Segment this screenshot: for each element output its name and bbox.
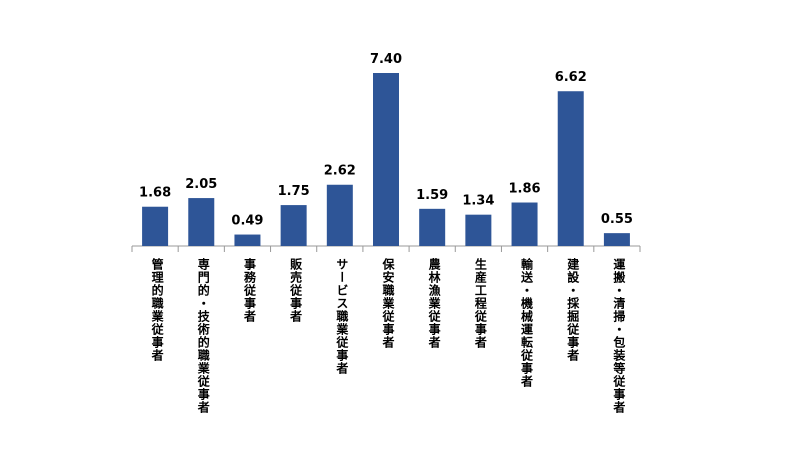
data-label: 1.68 (139, 186, 171, 201)
x-tick-label: 生産工程従事者 (473, 257, 487, 349)
data-label: 1.34 (462, 194, 494, 209)
x-tick-label: 専門的・技術的職業従事者 (196, 257, 210, 414)
data-label: 7.40 (370, 52, 402, 67)
bar (465, 214, 492, 246)
x-tick-label: 運搬・清掃・包装等従事者 (612, 258, 626, 414)
x-tick-label: 建設・採掘従事者 (566, 257, 580, 362)
x-tick-label: 販売従事者 (289, 257, 303, 323)
bar (557, 91, 584, 246)
bar (419, 208, 446, 246)
x-tick-label: 輸送・機械運転従事者 (520, 257, 534, 388)
bar (326, 184, 353, 246)
data-label: 2.05 (185, 177, 217, 192)
data-label: 2.62 (324, 164, 356, 179)
x-tick-label: 管理的職業従事者 (150, 257, 164, 362)
data-label: 0.55 (601, 212, 633, 227)
data-label: 1.59 (416, 188, 448, 203)
x-tick-label: 保安職業従事者 (381, 257, 395, 349)
x-tick-label: 事務従事者 (242, 257, 256, 323)
bar (603, 233, 630, 246)
bar (373, 73, 399, 246)
bar (511, 202, 538, 246)
bar (234, 234, 261, 246)
data-label: 0.49 (231, 214, 263, 229)
data-label: 1.86 (509, 182, 541, 197)
data-label: 1.75 (278, 184, 310, 199)
bar (280, 205, 307, 246)
bar (188, 198, 215, 246)
x-tick-label: 農林漁業従事者 (427, 257, 441, 349)
data-label: 6.62 (555, 70, 587, 85)
bar (142, 206, 169, 246)
x-tick-label: サービス職業従事者 (335, 258, 349, 375)
